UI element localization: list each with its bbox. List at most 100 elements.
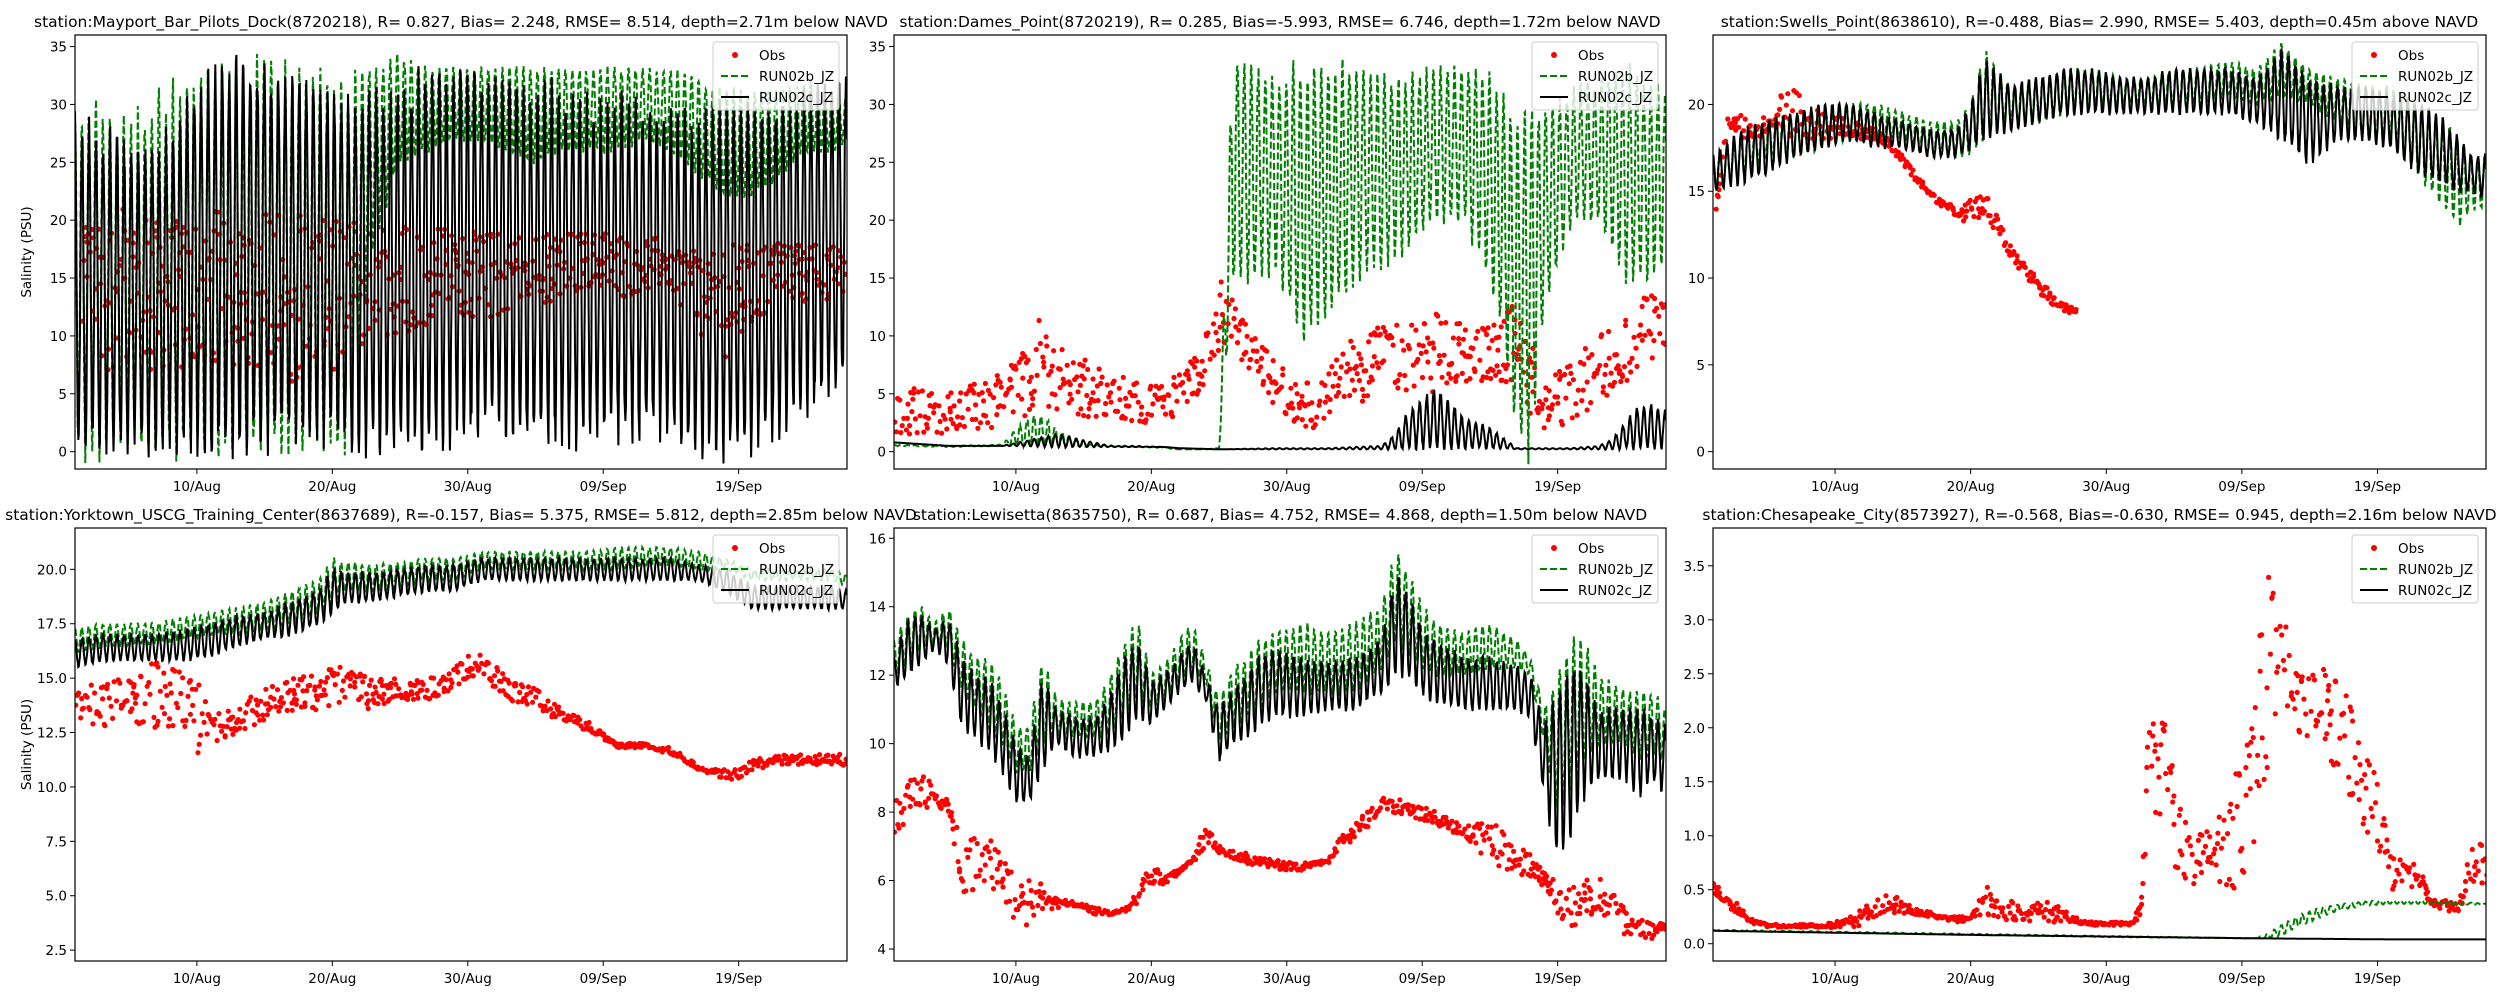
obs-point bbox=[1026, 378, 1032, 385]
obs-point bbox=[2248, 739, 2254, 745]
obs-point bbox=[2250, 734, 2256, 741]
obs-point bbox=[1543, 397, 1549, 403]
obs-point bbox=[1008, 384, 1015, 390]
obs-point bbox=[1600, 384, 1606, 390]
obs-point bbox=[1968, 205, 1974, 211]
obs-point bbox=[304, 688, 310, 694]
obs-point bbox=[1278, 384, 1285, 390]
legend-box bbox=[2351, 534, 2479, 604]
obs-point bbox=[291, 691, 298, 697]
obs-point bbox=[738, 773, 745, 779]
obs-point bbox=[971, 381, 977, 387]
obs-point bbox=[2171, 821, 2177, 828]
obs-point bbox=[1796, 92, 1802, 99]
y-axis-label: Salinity (PSU) bbox=[19, 699, 35, 790]
obs-point bbox=[2243, 792, 2249, 798]
obs-point bbox=[1493, 823, 1499, 829]
obs-point bbox=[500, 688, 506, 694]
obs-point bbox=[2028, 910, 2034, 917]
legend-marker-obs bbox=[732, 52, 738, 58]
obs-point bbox=[1399, 338, 1405, 344]
obs-point bbox=[2343, 693, 2349, 699]
obs-point bbox=[1577, 910, 1583, 917]
obs-point bbox=[1390, 342, 1396, 348]
obs-point bbox=[1283, 411, 1289, 417]
obs-point bbox=[904, 784, 911, 790]
y-tick-label: 2.5 bbox=[1684, 667, 1705, 683]
obs-point bbox=[1441, 352, 1447, 358]
obs-point bbox=[1413, 815, 1419, 821]
x-tick-label: 30/Aug bbox=[444, 971, 492, 987]
obs-point bbox=[1553, 898, 1559, 905]
obs-point bbox=[396, 686, 402, 692]
obs-point bbox=[1176, 372, 1182, 378]
obs-point bbox=[2197, 861, 2203, 867]
obs-point bbox=[1200, 382, 1206, 388]
y-tick-label: 0.5 bbox=[1684, 883, 1705, 899]
obs-point bbox=[1649, 355, 1655, 361]
obs-point bbox=[1462, 327, 1468, 333]
obs-point bbox=[1972, 913, 1978, 919]
obs-point bbox=[255, 712, 261, 718]
obs-point bbox=[1123, 395, 1129, 401]
obs-point bbox=[911, 777, 917, 783]
obs-point bbox=[201, 719, 207, 725]
obs-point bbox=[1437, 358, 1443, 364]
obs-point bbox=[424, 687, 430, 693]
obs-point bbox=[307, 682, 313, 689]
obs-point bbox=[945, 394, 951, 400]
obs-point bbox=[1639, 917, 1645, 923]
obs-point bbox=[322, 692, 328, 698]
obs-point bbox=[1865, 915, 1871, 921]
obs-point bbox=[138, 674, 144, 680]
obs-point bbox=[2030, 273, 2037, 280]
obs-point bbox=[1020, 375, 1026, 381]
obs-point bbox=[1008, 869, 1014, 875]
obs-point bbox=[342, 694, 348, 700]
y-tick-label: 12 bbox=[869, 668, 886, 684]
obs-point bbox=[1184, 368, 1190, 374]
obs-point bbox=[1180, 379, 1186, 386]
obs-point bbox=[2270, 590, 2276, 596]
obs-point bbox=[2464, 862, 2470, 868]
obs-point bbox=[979, 851, 985, 858]
obs-point bbox=[545, 698, 551, 704]
obs-point bbox=[331, 366, 337, 372]
obs-point bbox=[1365, 824, 1371, 830]
obs-point bbox=[1606, 328, 1612, 335]
obs-point bbox=[193, 686, 199, 693]
obs-point bbox=[1171, 374, 1177, 380]
obs-point bbox=[111, 679, 117, 685]
obs-point bbox=[108, 703, 114, 709]
obs-point bbox=[410, 696, 417, 702]
obs-point bbox=[1455, 823, 1461, 829]
obs-point bbox=[1037, 340, 1043, 347]
obs-point bbox=[909, 409, 915, 415]
obs-point bbox=[1789, 108, 1796, 114]
obs-point bbox=[948, 416, 954, 422]
obs-point bbox=[1517, 856, 1523, 862]
obs-point bbox=[1029, 402, 1036, 408]
obs-point bbox=[843, 760, 847, 766]
obs-point bbox=[1832, 924, 1838, 930]
obs-point bbox=[1007, 377, 1013, 383]
obs-point bbox=[1650, 932, 1657, 938]
obs-point bbox=[928, 782, 934, 788]
obs-point bbox=[1639, 337, 1645, 343]
obs-point bbox=[2361, 815, 2367, 821]
obs-point bbox=[1081, 376, 1087, 382]
obs-point bbox=[1270, 399, 1276, 405]
obs-point bbox=[955, 859, 961, 865]
x-tick-label: 19/Sep bbox=[2354, 971, 2401, 987]
obs-point bbox=[1575, 387, 1581, 393]
obs-point bbox=[78, 715, 84, 721]
obs-point bbox=[173, 700, 179, 706]
obs-point bbox=[1327, 396, 1333, 403]
obs-point bbox=[2374, 781, 2380, 787]
obs-point bbox=[2244, 742, 2250, 748]
y-tick-label: 2.0 bbox=[1684, 721, 1705, 737]
obs-point bbox=[1325, 858, 1331, 864]
obs-point bbox=[1423, 805, 1429, 811]
obs-point bbox=[1431, 345, 1437, 351]
obs-point bbox=[1584, 407, 1590, 413]
